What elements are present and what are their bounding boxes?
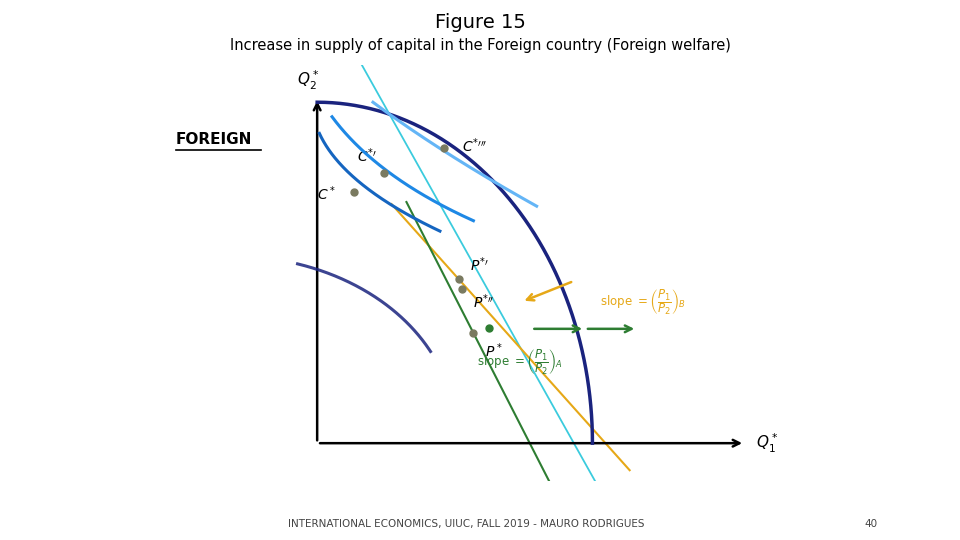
- Text: $C^*$: $C^*$: [317, 184, 336, 203]
- Text: slope $= \left(\dfrac{P_1}{P_2}\right)_B$: slope $= \left(\dfrac{P_1}{P_2}\right)_B…: [600, 287, 685, 317]
- Text: FOREIGN: FOREIGN: [176, 132, 252, 147]
- Text: $C^{*\prime}$: $C^{*\prime}$: [357, 146, 376, 165]
- Text: INTERNATIONAL ECONOMICS, UIUC, FALL 2019 - MAURO RODRIGUES: INTERNATIONAL ECONOMICS, UIUC, FALL 2019…: [288, 519, 644, 529]
- Text: Figure 15: Figure 15: [435, 14, 525, 32]
- Text: $P^*$: $P^*$: [485, 341, 502, 360]
- Text: slope $= \left(\dfrac{P_1}{P_2}\right)_A$: slope $= \left(\dfrac{P_1}{P_2}\right)_A…: [477, 347, 564, 377]
- Text: 40: 40: [864, 519, 877, 529]
- Text: $P^{*\prime\prime}$: $P^{*\prime\prime}$: [473, 293, 494, 311]
- Text: Increase in supply of capital in the Foreign country (Foreign welfare): Increase in supply of capital in the For…: [229, 38, 731, 53]
- Text: $Q_2^*$: $Q_2^*$: [297, 69, 320, 92]
- Text: $Q_1^*$: $Q_1^*$: [756, 431, 779, 455]
- Text: $P^{*\prime}$: $P^{*\prime}$: [469, 255, 489, 274]
- Text: $C^{*\prime\prime\prime}$: $C^{*\prime\prime\prime}$: [463, 137, 488, 155]
